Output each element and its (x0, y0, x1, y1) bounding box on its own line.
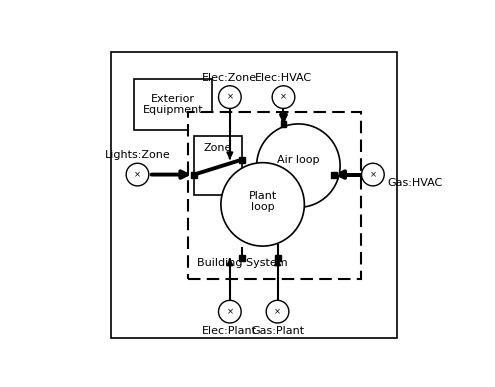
Text: Building System: Building System (197, 259, 288, 269)
Text: Exterior
Equipment: Exterior Equipment (143, 94, 203, 115)
Text: ×: × (280, 92, 287, 102)
Text: Lights:Zone: Lights:Zone (104, 150, 170, 160)
Text: Elec:Plant: Elec:Plant (202, 326, 257, 336)
Bar (239, 157, 245, 163)
Bar (191, 171, 197, 178)
Text: Elec:Zone: Elec:Zone (202, 73, 257, 83)
Bar (188, 112, 361, 279)
Bar (331, 171, 337, 178)
Bar (275, 255, 281, 261)
Bar (194, 136, 242, 195)
Circle shape (218, 86, 241, 108)
Text: ×: × (226, 92, 233, 102)
Text: Air loop: Air loop (277, 155, 320, 165)
Bar (281, 121, 287, 127)
Text: Zone: Zone (204, 143, 232, 153)
Text: Elec:HVAC: Elec:HVAC (255, 73, 312, 83)
Text: ×: × (226, 307, 233, 316)
Circle shape (361, 163, 384, 186)
Circle shape (221, 163, 304, 246)
Circle shape (218, 300, 241, 323)
Bar (135, 79, 212, 130)
Text: ×: × (134, 170, 141, 179)
Circle shape (272, 86, 295, 108)
Circle shape (257, 124, 340, 207)
Bar (239, 255, 245, 261)
Text: Gas:Plant: Gas:Plant (251, 326, 304, 336)
Text: Gas:HVAC: Gas:HVAC (387, 178, 443, 188)
Circle shape (126, 163, 149, 186)
Text: ×: × (369, 170, 376, 179)
Text: ×: × (274, 307, 281, 316)
Circle shape (266, 300, 289, 323)
Text: Plant
loop: Plant loop (248, 190, 277, 212)
